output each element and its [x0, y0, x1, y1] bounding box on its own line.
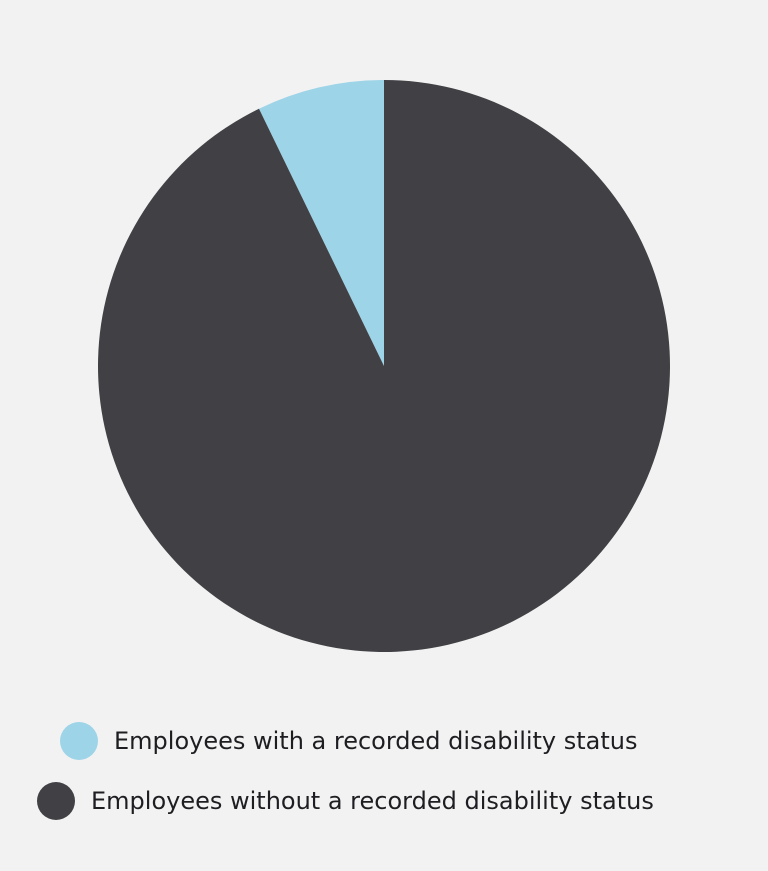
legend-item-without-status: Employees without a recorded disability … — [37, 782, 654, 820]
legend-swatch — [60, 722, 98, 760]
legend-label: Employees without a recorded disability … — [91, 787, 654, 815]
pie-slice-1 — [97, 80, 671, 652]
pie-chart — [97, 80, 671, 652]
legend-swatch — [37, 782, 75, 820]
pie-slice-0 — [258, 80, 384, 366]
legend-label: Employees with a recorded disability sta… — [114, 727, 638, 755]
legend-item-with-status: Employees with a recorded disability sta… — [60, 722, 638, 760]
